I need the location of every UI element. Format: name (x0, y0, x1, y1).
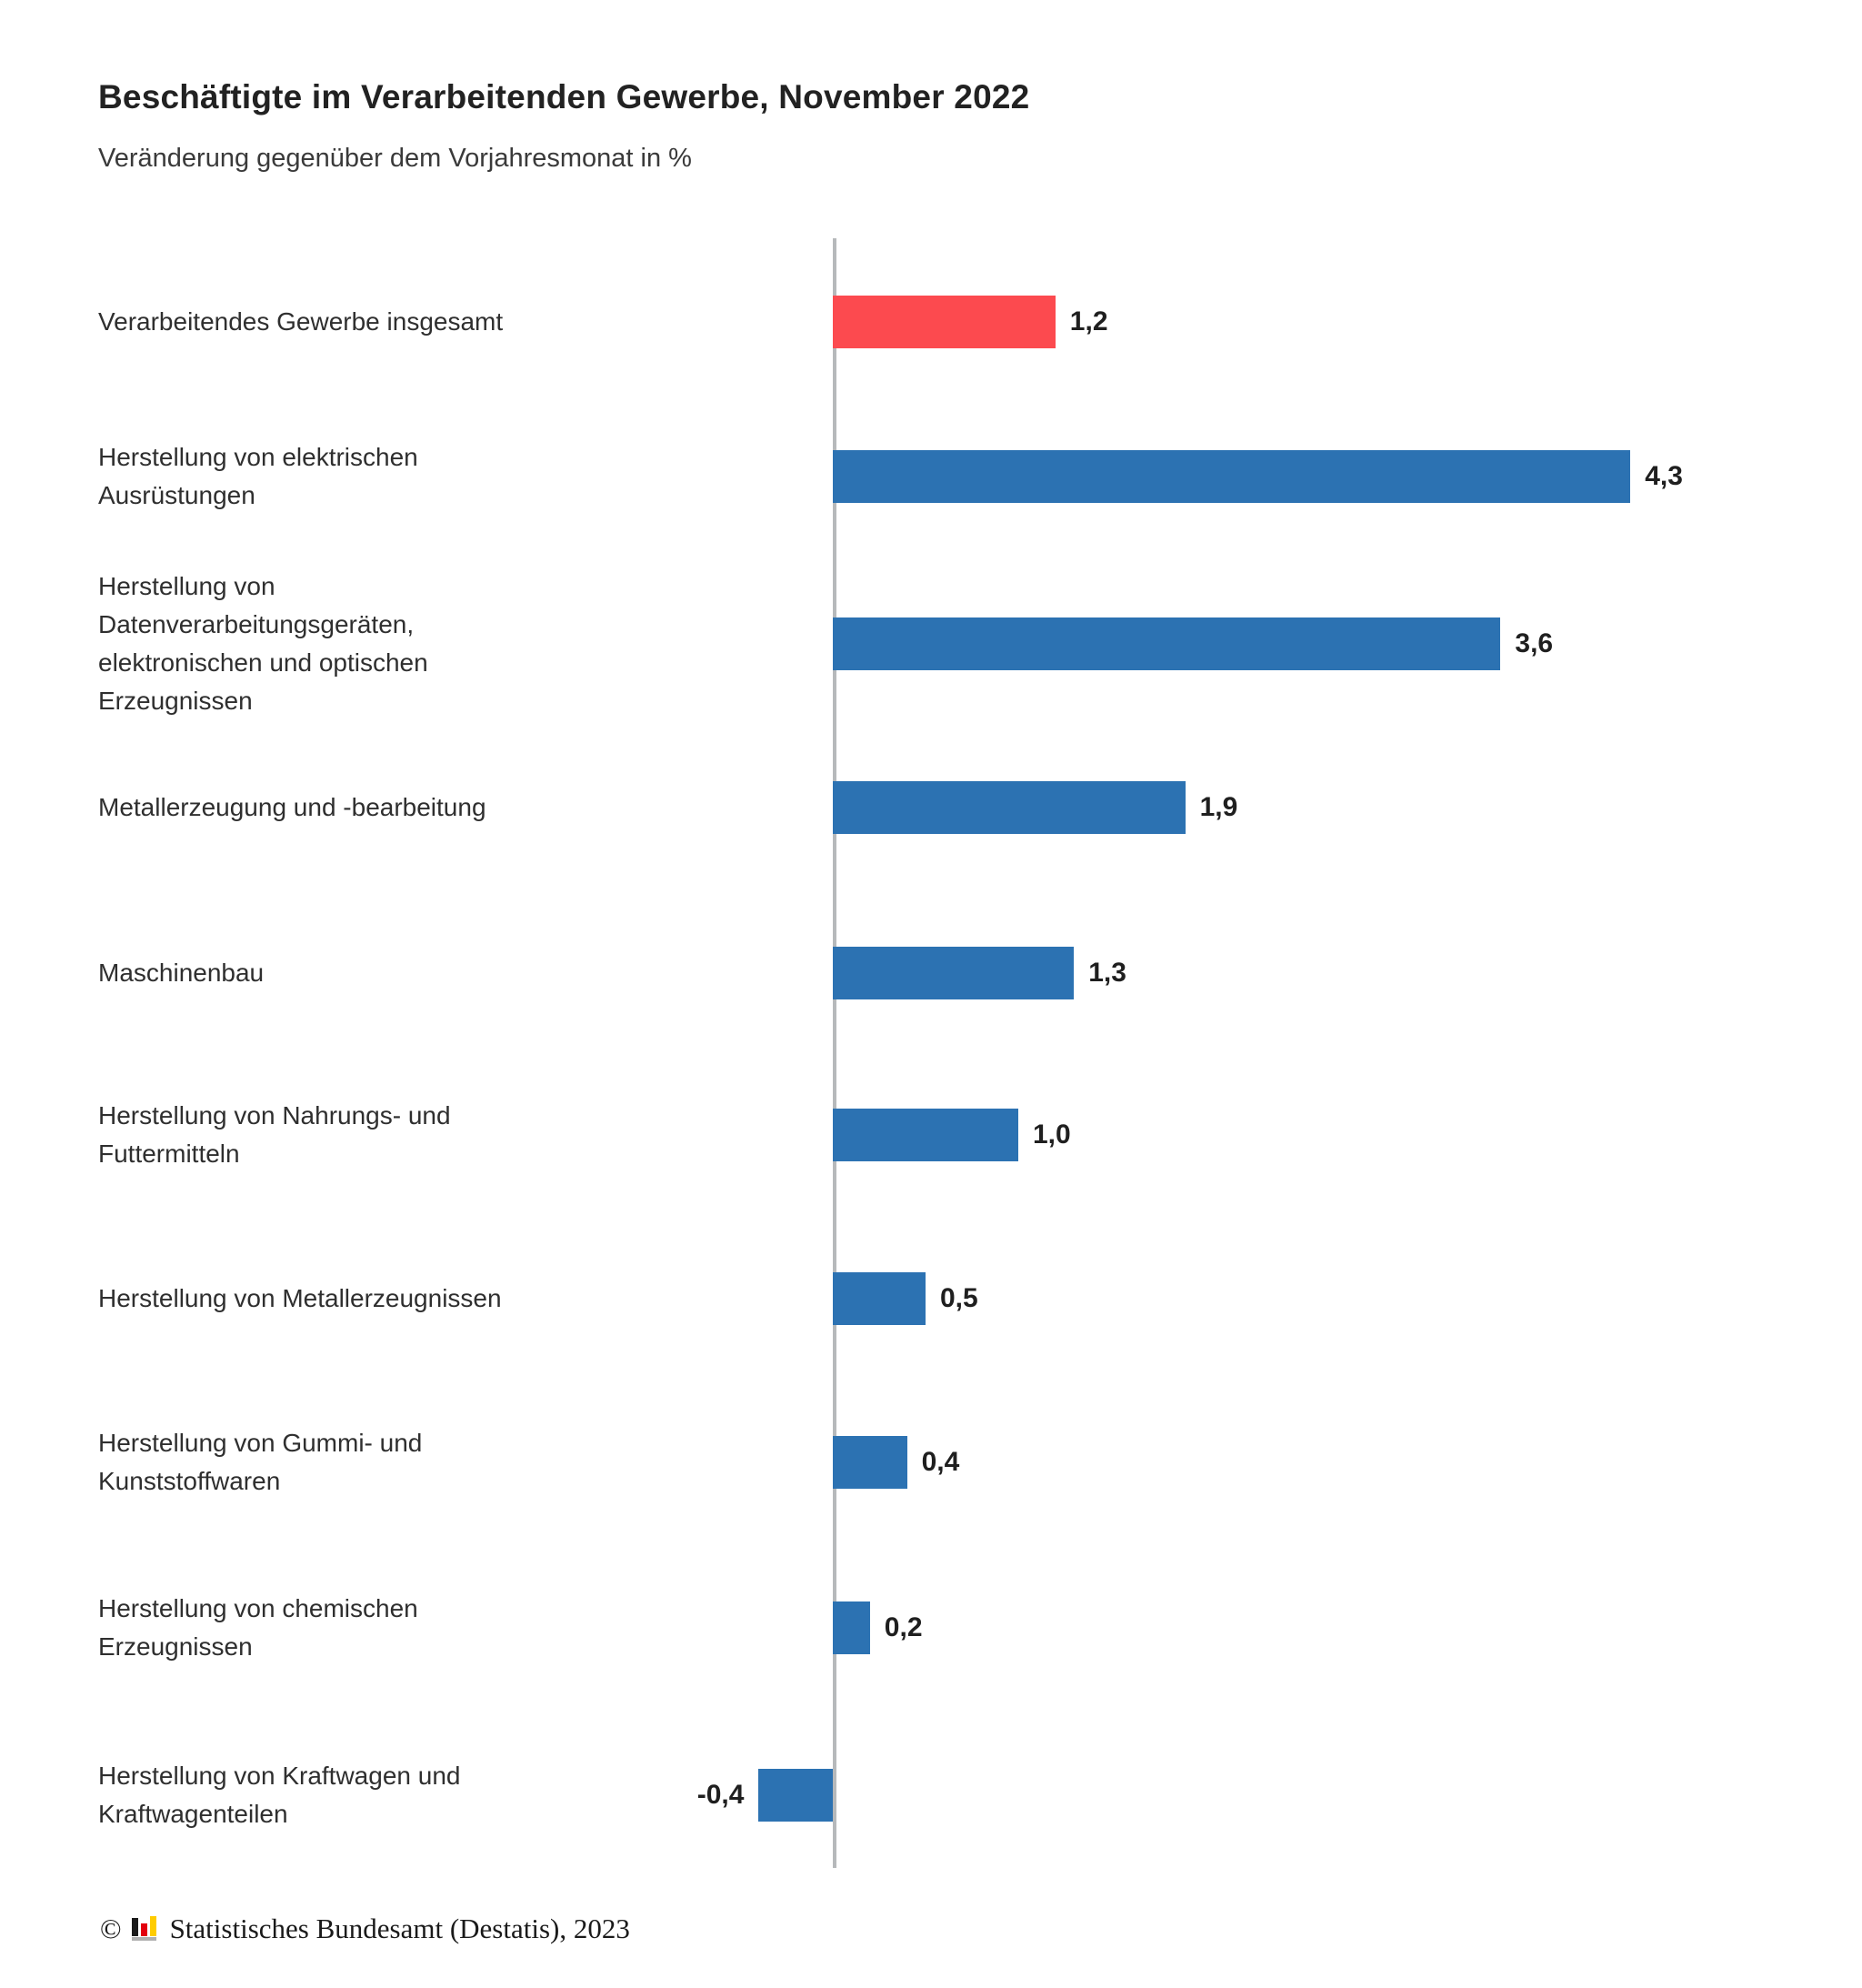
bar (833, 781, 1186, 834)
bar (833, 947, 1075, 999)
bar-category-label: Maschinenbau (98, 959, 265, 987)
copyright-icon: © (100, 1913, 122, 1944)
bar-value-label: 0,5 (940, 1283, 978, 1313)
bar (758, 1769, 833, 1822)
bar-category-label: Herstellung von Nahrungs- und Futtermitt… (98, 1101, 451, 1168)
bar (833, 450, 1631, 503)
bar-category-label: Metallerzeugung und -bearbeitung (98, 793, 486, 821)
bar (833, 1436, 907, 1489)
destatis-logo-icon (130, 1915, 161, 1943)
bar (833, 1272, 926, 1325)
bar-rows: Verarbeitendes Gewerbe insgesamt 1,2 Herst… (0, 238, 1862, 1868)
bar-category-label: Verarbeitendes Gewerbe insgesamt (98, 307, 504, 336)
bar-value-label: 0,4 (921, 1447, 960, 1477)
bar-category-label: Herstellung von Metallerzeugnissen (98, 1284, 502, 1312)
bar (833, 1601, 870, 1654)
bar-category-label: Herstellung von Kraftwagen und Kraftwage… (98, 1762, 461, 1828)
bar-category-label: Herstellung von Gummi- und Kunststoffwar… (98, 1429, 423, 1495)
bar (833, 1109, 1018, 1161)
bar-value-label: 4,3 (1645, 461, 1683, 491)
zero-axis-line (833, 238, 836, 1868)
footer-source-text: Statistisches Bundesamt (Destatis), 2023 (169, 1913, 630, 1944)
bar-category-label: Herstellung von elektrischen Ausrüstunge… (98, 443, 418, 509)
bar-value-label: 1,0 (1033, 1120, 1071, 1150)
bar-value-label: 0,2 (884, 1612, 923, 1642)
bar (833, 617, 1501, 670)
page-title: Beschäftigte im Verarbeitenden Gewerbe, … (98, 78, 1030, 115)
bar-value-label: -0,4 (696, 1780, 745, 1810)
bar (833, 296, 1056, 348)
chart-plot-area: Verarbeitendes Gewerbe insgesamt 1,2 Herst… (0, 238, 1862, 1868)
chart-footer: © Statistisches Bundesamt (Destatis), 20… (100, 1914, 630, 1943)
bar-value-label: 1,9 (1199, 792, 1238, 822)
bar-value-label: 1,3 (1088, 958, 1126, 988)
bar-value-label: 1,2 (1069, 306, 1108, 336)
chart-subtitle: Veränderung gegenüber dem Vorjahresmonat… (98, 143, 692, 173)
chart-header: Beschäftigte im Verarbeitenden Gewerbe, … (98, 78, 1735, 174)
bar-category-label: Herstellung von chemischen Erzeugnissen (98, 1594, 418, 1661)
bar-value-label: 3,6 (1515, 628, 1554, 658)
bar-category-label: Herstellung von Datenverarbeitungsgeräte… (98, 572, 428, 715)
